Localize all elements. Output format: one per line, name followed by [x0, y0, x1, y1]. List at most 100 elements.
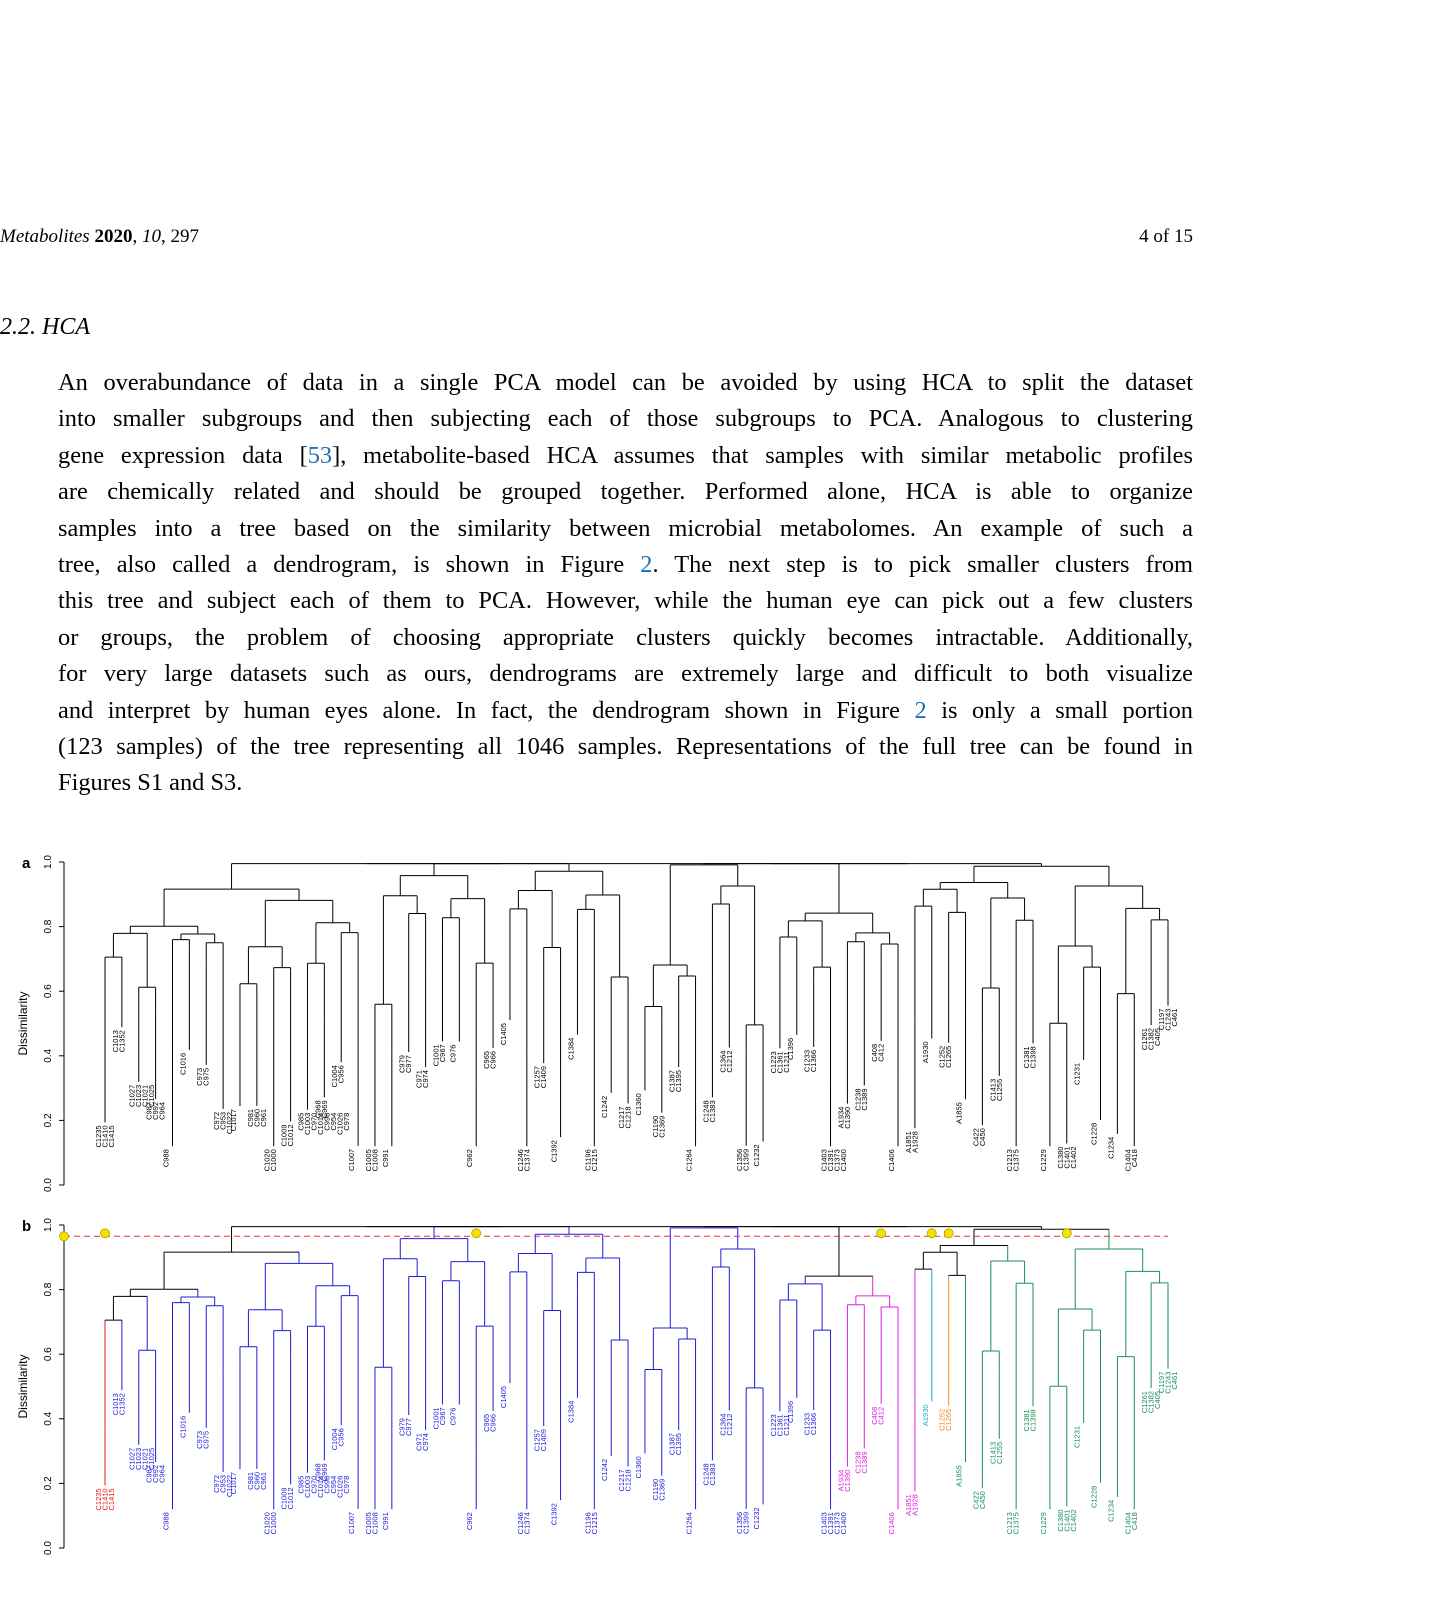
leaf-label: C1380	[1056, 1510, 1065, 1532]
leaf-label: C1409	[539, 1429, 548, 1451]
leaf-label: C1381	[1022, 1046, 1031, 1068]
leaf-label: C1190	[651, 1116, 660, 1138]
leaf-label: C961	[259, 1109, 268, 1127]
leaf-label: C1369	[657, 1479, 666, 1501]
leaf-label: C1008	[370, 1512, 379, 1534]
leaf-label: A1851	[904, 1131, 913, 1153]
leaf-label: C967	[438, 1407, 447, 1425]
cluster-marker	[943, 1228, 954, 1239]
leaf-label: C961	[259, 1472, 268, 1490]
leaf-label: C1364	[718, 1414, 727, 1436]
leaf-label: C1004	[330, 1428, 339, 1450]
page-number: 4 of 15	[1139, 226, 1193, 247]
figure-link[interactable]: 2	[914, 696, 927, 724]
leaf-label: C1265	[944, 1409, 953, 1431]
leaf-label: C1375	[1012, 1512, 1021, 1534]
leaf-label: C1261	[1140, 1028, 1149, 1050]
leaf-label: C1248	[701, 1100, 710, 1122]
leaf-label: C953	[219, 1112, 228, 1130]
leaf-label: C972	[212, 1475, 221, 1493]
leaf-label: C418	[1130, 1512, 1139, 1530]
leaf-label: C1396	[786, 1401, 795, 1423]
leaf-label: C1242	[600, 1459, 609, 1481]
leaf-label: A1855	[955, 1465, 964, 1487]
leaf-label: C1395	[674, 1433, 683, 1455]
leaf-label: C1401	[1062, 1510, 1071, 1532]
paragraph-line: An overabundance of data in a single PCA…	[58, 369, 1193, 396]
leaf-label: C1027	[128, 1448, 137, 1470]
paragraph-line: are chemically related and should be gro…	[58, 478, 1193, 506]
figure-link[interactable]: 2	[640, 551, 653, 579]
leaf-label: C1390	[843, 1470, 852, 1492]
leaf-label: C991	[381, 1512, 390, 1530]
citation-link[interactable]: 53	[307, 441, 333, 469]
leaf-label: C1001	[431, 1407, 440, 1429]
leaf-label: C962	[465, 1149, 474, 1167]
leaf-label: C1017	[229, 1109, 238, 1131]
leaf-label: C966	[489, 1414, 498, 1432]
leaf-label: C1211	[782, 1414, 791, 1436]
leaf-label: C1366	[809, 1413, 818, 1435]
cluster-marker	[926, 1228, 937, 1239]
panel-label: b	[22, 1218, 31, 1235]
leaf-label: C1023	[134, 1085, 143, 1107]
leaf-label: C1215	[590, 1512, 599, 1534]
leaf-label: C1392	[550, 1503, 559, 1525]
leaf-label: C966	[489, 1051, 498, 1069]
leaf-label: C1415	[107, 1488, 116, 1510]
leaf-label: C965	[482, 1051, 491, 1069]
leaf-label: C1234	[1106, 1137, 1115, 1159]
leaf-label: C1197	[1157, 1009, 1166, 1031]
leaf-label: C992	[151, 1102, 160, 1120]
leaf-label: C960	[252, 1109, 261, 1127]
leaf-label: C979	[398, 1055, 407, 1073]
leaf-label: C1246	[516, 1512, 525, 1534]
cluster-marker	[471, 1228, 482, 1239]
leaf-label: C418	[1130, 1149, 1139, 1167]
leaf-label: C1257	[533, 1066, 542, 1088]
leaf-label: C992	[151, 1465, 160, 1483]
leaf-label: C1026	[335, 1476, 344, 1498]
leaf-label: A1934	[836, 1470, 845, 1492]
leaf-label: C1415	[107, 1125, 116, 1147]
leaf-label: C972	[212, 1112, 221, 1130]
leaf-label: C1400	[839, 1512, 848, 1534]
y-tick-label: 0.0	[43, 1178, 54, 1192]
leaf-label: C450	[978, 1128, 987, 1146]
leaf-label: C405	[1153, 1028, 1162, 1046]
leaf-label: C1396	[786, 1038, 795, 1060]
leaf-label: C1402	[1069, 1510, 1078, 1532]
leaf-label: C1373	[833, 1149, 842, 1171]
leaf-label: C1223	[769, 1051, 778, 1073]
leaf-label: C1231	[1073, 1063, 1082, 1085]
leaf-label: C962	[465, 1512, 474, 1530]
cluster-marker	[1061, 1228, 1072, 1239]
leaf-label: C1248	[701, 1463, 710, 1485]
leaf-label: C1232	[752, 1507, 761, 1529]
leaf-label: C1361	[775, 1414, 784, 1436]
leaf-label: C1013	[111, 1030, 120, 1052]
y-tick-label: 1.0	[43, 1218, 54, 1232]
leaf-label: A1928	[910, 1131, 919, 1153]
leaf-label: C969	[320, 1463, 329, 1481]
y-tick-label: 0.6	[43, 984, 54, 998]
leaf-label: C1229	[1039, 1149, 1048, 1171]
leaf-label: C1218	[624, 1106, 633, 1128]
leaf-label: C1369	[657, 1116, 666, 1138]
leaf-label: C1390	[843, 1107, 852, 1129]
dendrogram-figure: a0.00.20.40.60.81.0DissimilarityC1235C14…	[16, 855, 1179, 1555]
leaf-label: C978	[342, 1476, 351, 1494]
y-tick-label: 0.2	[43, 1113, 54, 1127]
leaf-label: C461	[1170, 1372, 1179, 1390]
leaf-label: C1356	[735, 1149, 744, 1171]
leaf-label: C1242	[600, 1096, 609, 1118]
leaf-label: C968	[313, 1100, 322, 1118]
leaf-label: C1246	[516, 1149, 525, 1171]
leaf-label: C998	[322, 1476, 331, 1494]
running-header: Metabolites 2020, 10, 297 4 of 15	[0, 226, 1193, 250]
leaf-label: A1930	[921, 1404, 930, 1426]
leaf-label: C960	[252, 1472, 261, 1490]
leaf-label: C991	[381, 1149, 390, 1167]
leaf-label: C1398	[1029, 1046, 1038, 1068]
leaf-label: C1023	[134, 1448, 143, 1470]
